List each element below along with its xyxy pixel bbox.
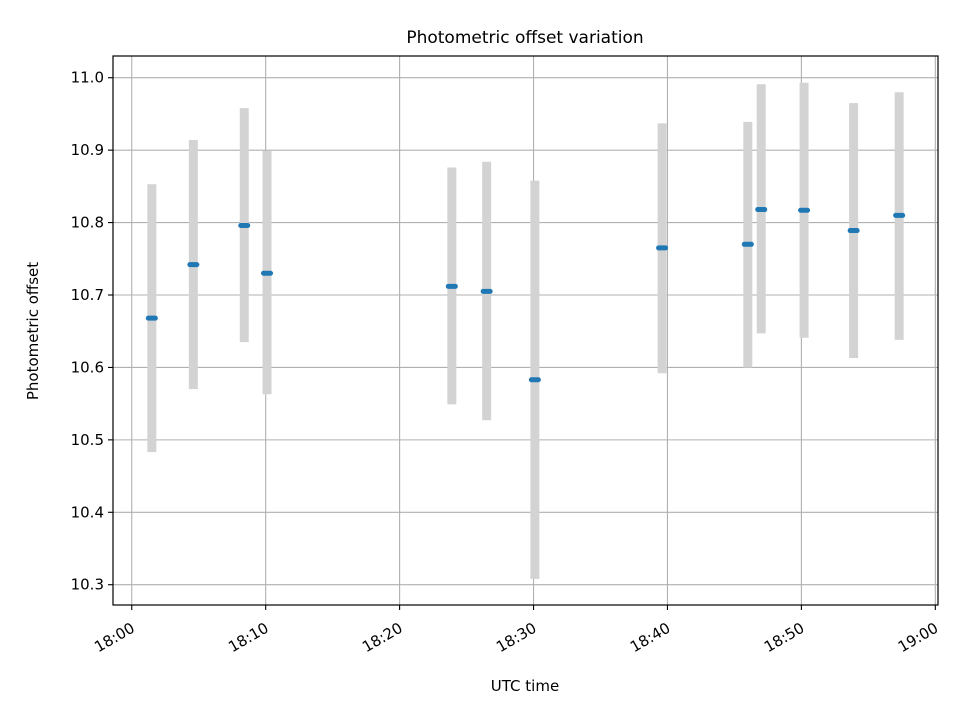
y-axis-ticks: 10.3 10.4 10.5 10.6 10.7 10.8 10.9 11.0 xyxy=(71,69,113,594)
data-point xyxy=(847,228,860,234)
y-tick-label: 10.8 xyxy=(71,214,104,232)
data-point xyxy=(798,207,811,213)
data-point xyxy=(755,207,768,213)
chart-title: Photometric offset variation xyxy=(406,28,643,48)
x-tick-label: 18:30 xyxy=(493,619,539,656)
y-tick-label: 10.6 xyxy=(71,358,104,376)
x-axis-label: UTC time xyxy=(491,677,559,695)
x-tick-label: 18:40 xyxy=(627,619,673,656)
data-point xyxy=(261,270,274,276)
y-tick-label: 11.0 xyxy=(71,69,104,87)
x-tick-label: 18:50 xyxy=(761,619,807,656)
x-tick-label: 18:20 xyxy=(359,619,405,656)
y-tick-label: 10.5 xyxy=(71,431,104,449)
data-point xyxy=(238,222,251,228)
data-points xyxy=(145,207,906,383)
data-point xyxy=(445,283,458,289)
error-bars xyxy=(147,82,904,579)
x-tick-label: 18:10 xyxy=(225,619,271,656)
x-axis-ticks: 18:00 18:10 18:20 18:30 18:40 18:50 19:00 xyxy=(91,605,941,656)
y-tick-label: 10.9 xyxy=(71,141,104,159)
data-point xyxy=(145,315,158,321)
y-axis-label: Photometric offset xyxy=(24,262,42,400)
x-tick-label: 18:00 xyxy=(91,619,137,656)
y-tick-label: 10.3 xyxy=(71,576,104,594)
data-point xyxy=(528,377,541,383)
grid xyxy=(113,56,938,605)
x-tick-label: 19:00 xyxy=(895,619,941,656)
data-point xyxy=(187,262,200,268)
data-point xyxy=(656,245,669,251)
data-point xyxy=(893,212,906,218)
data-point xyxy=(741,241,754,247)
data-point xyxy=(480,288,493,294)
y-tick-label: 10.4 xyxy=(71,503,104,521)
y-tick-label: 10.7 xyxy=(71,286,104,304)
plot-frame xyxy=(112,55,939,606)
